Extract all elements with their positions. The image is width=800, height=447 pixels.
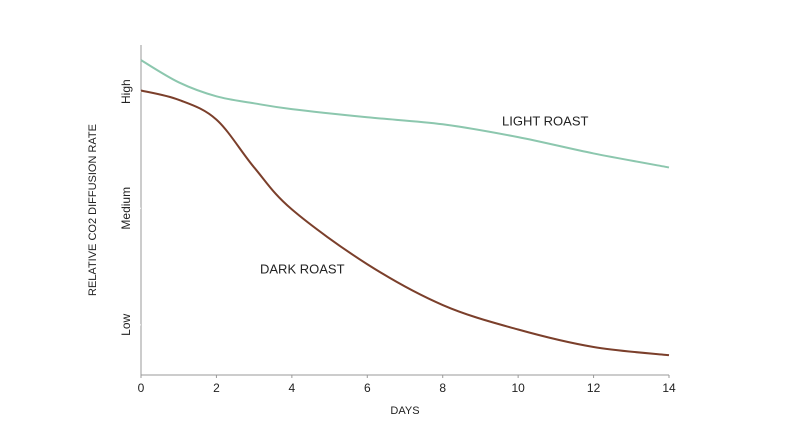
y-tick-label: Low xyxy=(119,314,133,336)
x-tick-label: 8 xyxy=(439,381,446,395)
x-tick-label: 0 xyxy=(138,381,145,395)
x-tick-label: 12 xyxy=(587,381,601,395)
y-tick-label: Medium xyxy=(119,187,133,230)
x-tick-label: 6 xyxy=(364,381,371,395)
line xyxy=(140,89,670,357)
x-tick-label: 10 xyxy=(511,381,525,395)
y-tick-label: High xyxy=(119,79,133,104)
x-tick-label: 2 xyxy=(213,381,220,395)
x-tick-label: 4 xyxy=(289,381,296,395)
line xyxy=(140,59,670,169)
x-tick-label: 14 xyxy=(662,381,676,395)
series-label: LIGHT ROAST xyxy=(502,113,589,128)
y-axis-title: RELATIVE CO2 DIFFUSION RATE xyxy=(87,124,99,296)
x-axis-title: DAYS xyxy=(390,405,419,417)
series-label: DARK ROAST xyxy=(260,261,345,276)
